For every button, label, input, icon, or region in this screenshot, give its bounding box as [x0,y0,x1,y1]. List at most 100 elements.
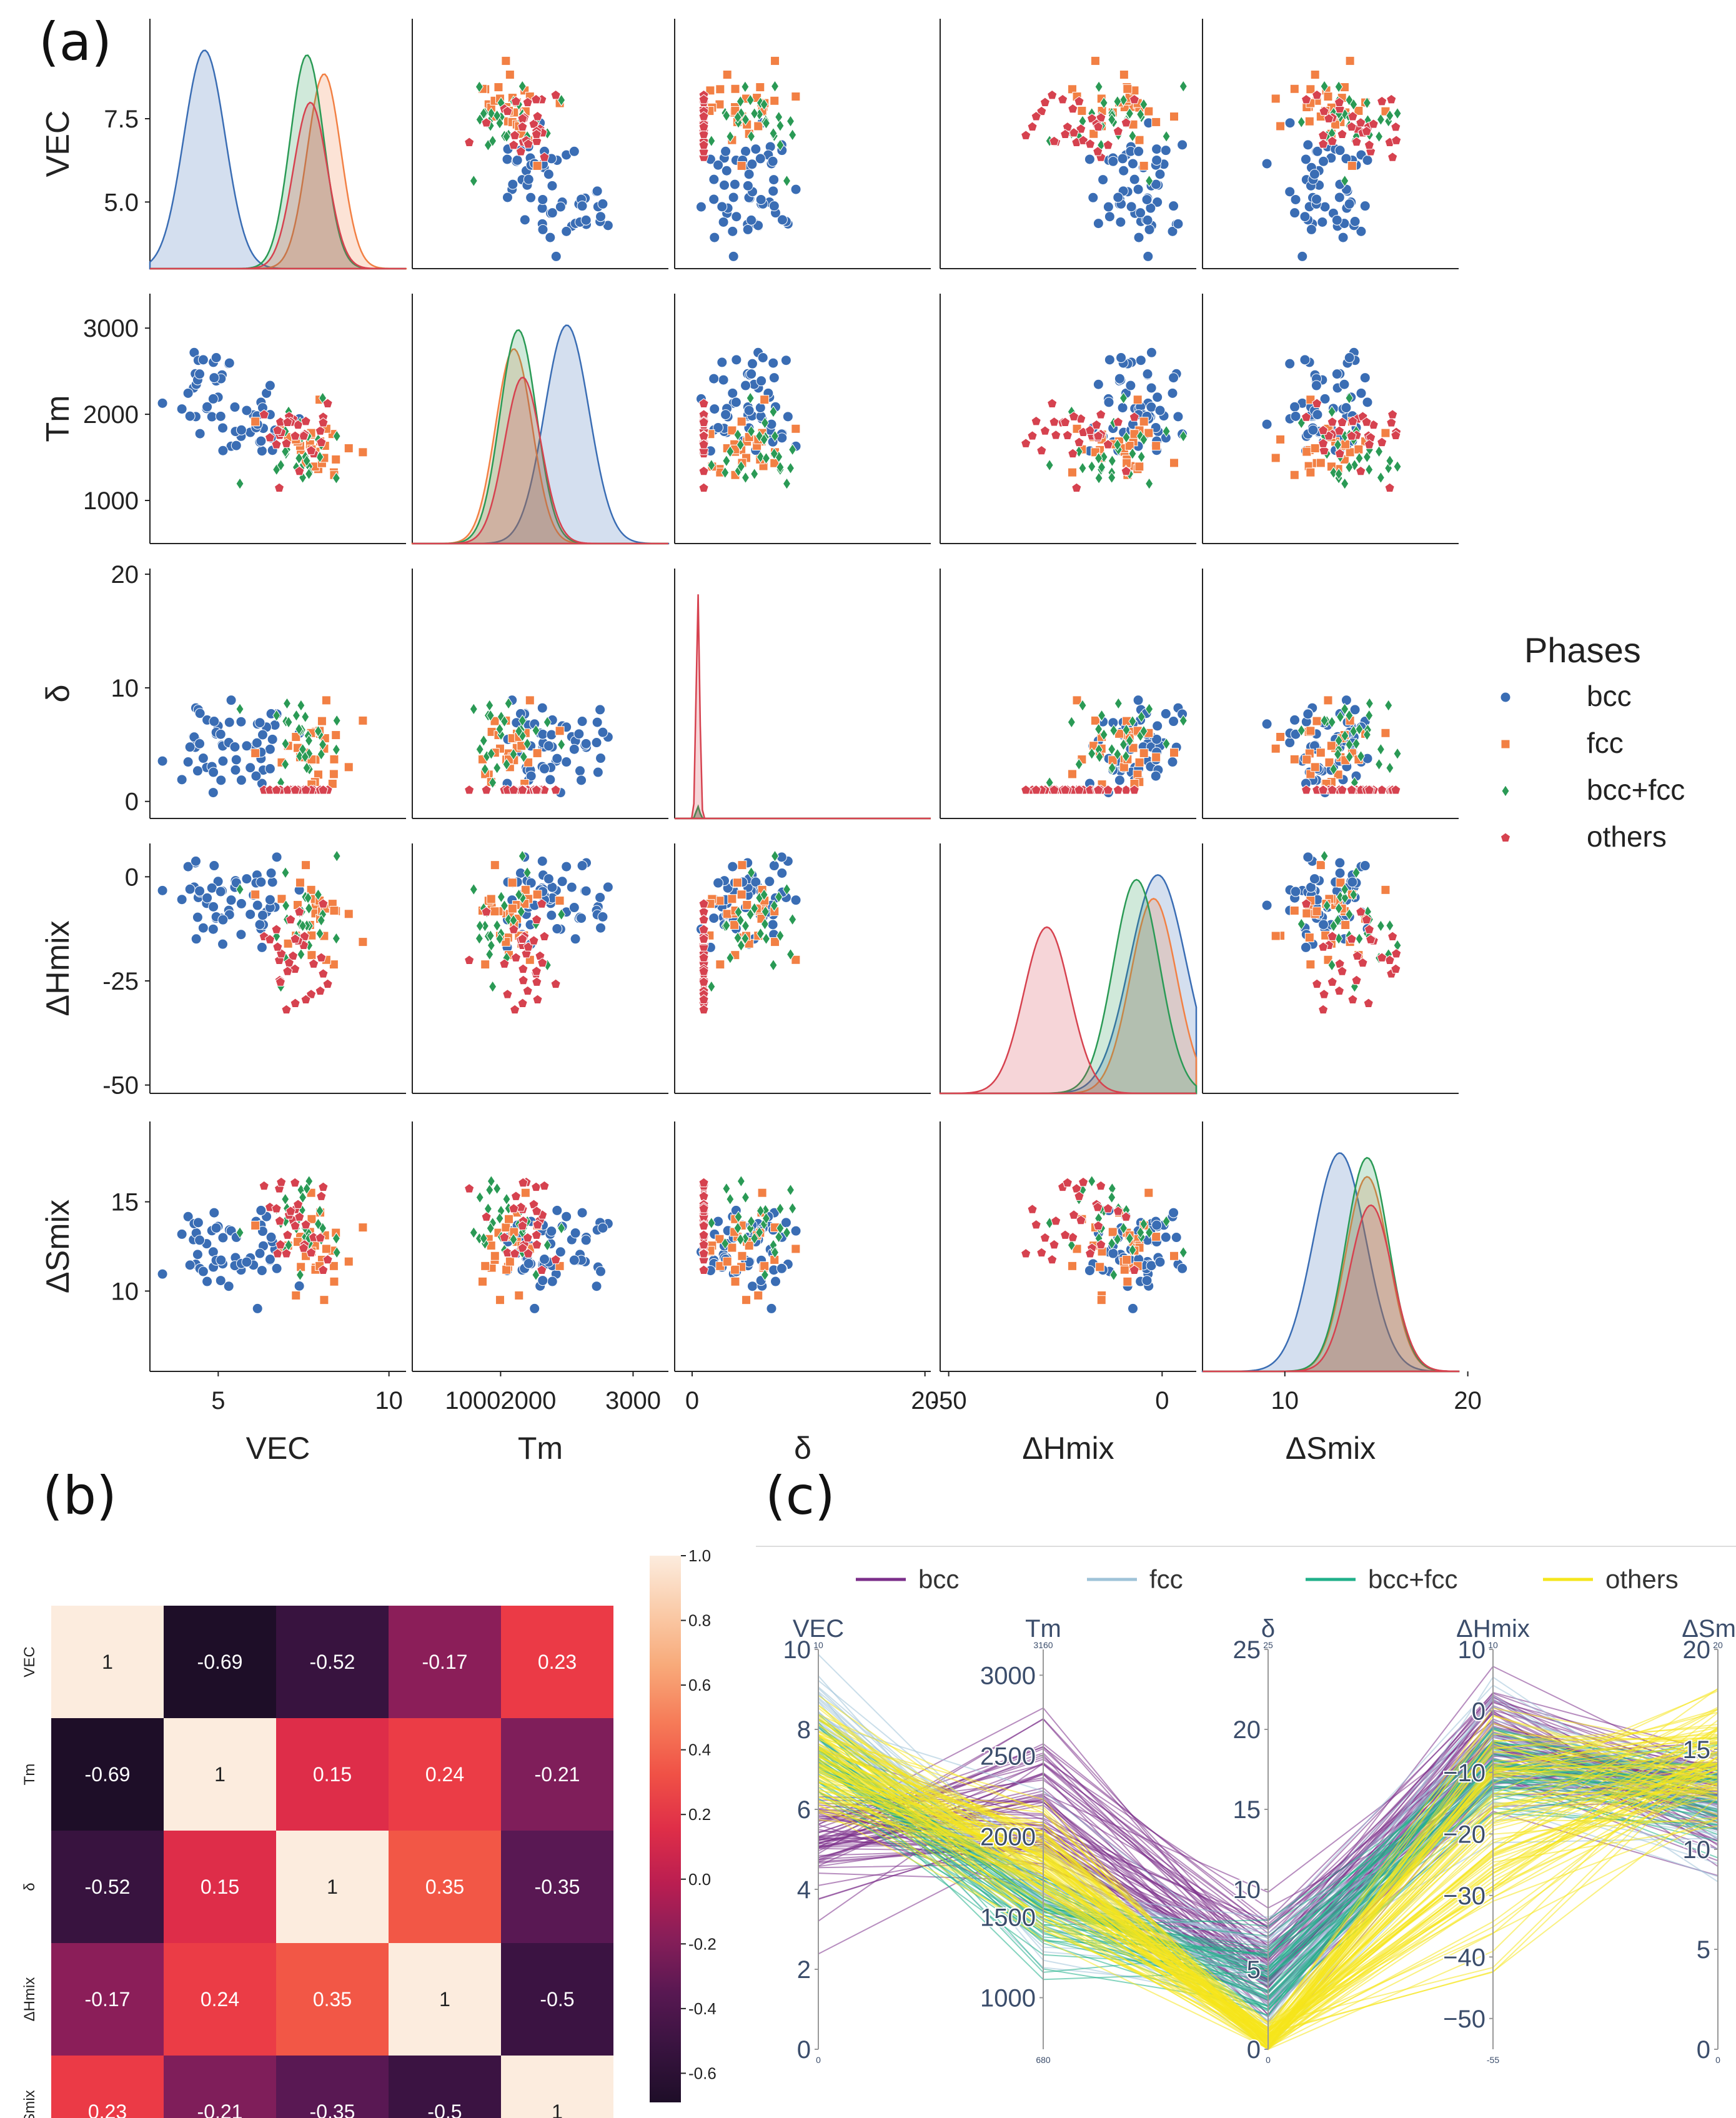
point-fcc [1381,428,1391,438]
point-fcc [295,878,305,888]
point-bcc [537,702,548,713]
heatmap-value: -0.52 [85,1876,131,1898]
point-fcc [1151,752,1161,762]
axis-tick-label: 0 [797,2036,811,2064]
y-tick-label: 15 [111,1189,139,1216]
point-bcc [743,405,755,416]
point-bcc-fcc [485,948,494,961]
axis-tick-label: 15 [1233,1796,1261,1824]
point-bcc-fcc [1137,450,1146,464]
point-fcc [1144,106,1154,116]
point-bcc-fcc [786,462,795,475]
point-bcc-fcc [281,866,290,879]
point-bcc-fcc [1320,850,1329,863]
pair-cell-2-4 [1202,569,1459,819]
point-fcc [501,1223,511,1233]
point-bcc-fcc [332,932,340,945]
point-bcc [597,911,608,922]
heatmap-value: 0.23 [88,2101,127,2118]
point-others [531,1181,542,1192]
heatmap-value: 0.35 [313,1988,352,2011]
point-fcc [307,950,317,960]
point-others [1356,465,1366,476]
point-others [1074,437,1084,447]
point-fcc [1271,743,1281,753]
point-bcc [561,757,572,768]
point-bcc-fcc [769,958,778,972]
point-bcc [1334,857,1346,868]
y-tick-label: -50 [102,1072,139,1100]
point-bcc [727,387,738,399]
point-bcc [1152,392,1163,403]
point-bcc-fcc [1374,130,1384,143]
point-others [531,966,542,976]
colorbar-tick-label: 1.0 [688,1546,711,1565]
point-bcc [1344,352,1355,364]
point-bcc [595,892,606,903]
point-bcc [580,885,592,897]
point-bcc-fcc [1365,463,1374,476]
point-bcc [547,207,558,219]
point-bcc [182,757,194,768]
point-bcc-fcc [1376,743,1385,756]
point-fcc [1323,695,1333,705]
point-bcc [1144,224,1155,235]
point-bcc [1344,198,1355,209]
point-fcc [1139,417,1149,427]
point-others [318,1181,329,1192]
point-bcc [1135,207,1146,219]
point-bcc-fcc [776,119,785,132]
point-fcc [755,82,765,92]
point-bcc [561,861,572,872]
point-others [532,1239,542,1250]
point-bcc-fcc [750,107,759,120]
point-others [276,1176,287,1187]
point-bcc [1103,397,1114,408]
point-fcc [507,903,517,913]
pair-cell-3-2 [674,843,931,1094]
point-bcc-fcc [469,1226,478,1239]
point-fcc [331,454,341,464]
point-bcc [224,357,235,369]
point-fcc [291,1290,301,1300]
point-bcc [561,1211,572,1222]
point-others [1113,126,1124,136]
point-bcc [577,716,588,727]
axis-bottom-label: 0 [816,2055,821,2065]
point-bcc [1084,1265,1095,1276]
x-tick-label: 5 [211,1387,225,1414]
point-bcc [597,1222,608,1233]
point-bcc [743,169,755,180]
point-bcc [209,1207,220,1218]
point-fcc [250,417,260,427]
point-others [1031,1219,1041,1230]
point-bcc [1299,354,1311,365]
point-bcc [766,1303,777,1314]
point-bcc [194,738,206,749]
point-bcc [708,913,720,924]
point-bcc [1309,873,1320,885]
point-fcc [1316,860,1326,870]
point-fcc [358,715,368,725]
point-bcc [1311,194,1322,205]
point-bcc [1143,251,1154,262]
point-bcc [191,933,202,945]
point-bcc [176,774,187,785]
point-fcc [770,56,780,66]
point-bcc [236,424,247,435]
point-others [532,994,543,1005]
axis-tick-label: 10 [1233,1876,1261,1904]
point-bcc [241,1256,252,1268]
point-others [698,1230,709,1240]
legend-title: Phases [1524,630,1641,670]
point-fcc [1304,933,1314,943]
point-bcc [1152,197,1163,208]
point-bcc [209,372,220,384]
point-fcc [1310,762,1320,772]
point-bcc [1341,402,1352,414]
point-fcc [791,91,801,101]
point-bcc [1311,380,1322,391]
point-bcc-fcc [292,709,301,722]
heatmap-y-label: ΔSmix [21,2090,38,2118]
legend-label: others [1587,820,1667,853]
